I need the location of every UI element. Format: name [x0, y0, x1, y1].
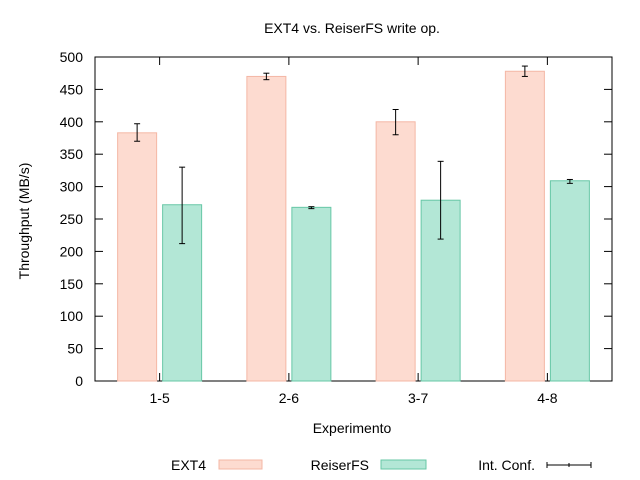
legend-label-confidence-interval: Int. Conf.	[478, 457, 535, 473]
y-tick-label: 300	[60, 179, 84, 195]
chart-title: EXT4 vs. ReiserFS write op.	[264, 20, 440, 36]
y-tick-label: 100	[60, 308, 84, 324]
y-tick-label: 500	[60, 49, 84, 65]
x-tick-label: 3-7	[408, 390, 428, 406]
y-tick-label: 450	[60, 81, 84, 97]
bar-reiserfs	[549, 180, 590, 382]
y-tick-label: 250	[60, 211, 84, 227]
bar-ext4	[246, 75, 287, 382]
legend-swatch-reiserfs	[380, 459, 427, 470]
x-tick-label: 4-8	[537, 390, 557, 406]
y-tick-label: 50	[67, 341, 83, 357]
bar-ext4	[375, 121, 416, 382]
y-tick-label: 350	[60, 146, 84, 162]
bar-ext4	[117, 132, 158, 382]
bar-reiserfs	[291, 206, 332, 382]
legend-swatch-ext4	[218, 459, 263, 470]
legend-label-ext4: EXT4	[171, 457, 206, 473]
y-tick-label: 150	[60, 276, 84, 292]
y-tick-label: 200	[60, 243, 84, 259]
x-tick-label: 1-5	[150, 390, 170, 406]
y-axis-label: Throughput (MB/s)	[16, 163, 32, 280]
legend-label-reiserfs: ReiserFS	[311, 457, 369, 473]
x-axis-label: Experimento	[313, 420, 392, 436]
bar-ext4	[504, 70, 545, 382]
y-tick-label: 0	[75, 373, 83, 389]
y-tick-label: 400	[60, 114, 84, 130]
x-tick-label: 2-6	[279, 390, 299, 406]
